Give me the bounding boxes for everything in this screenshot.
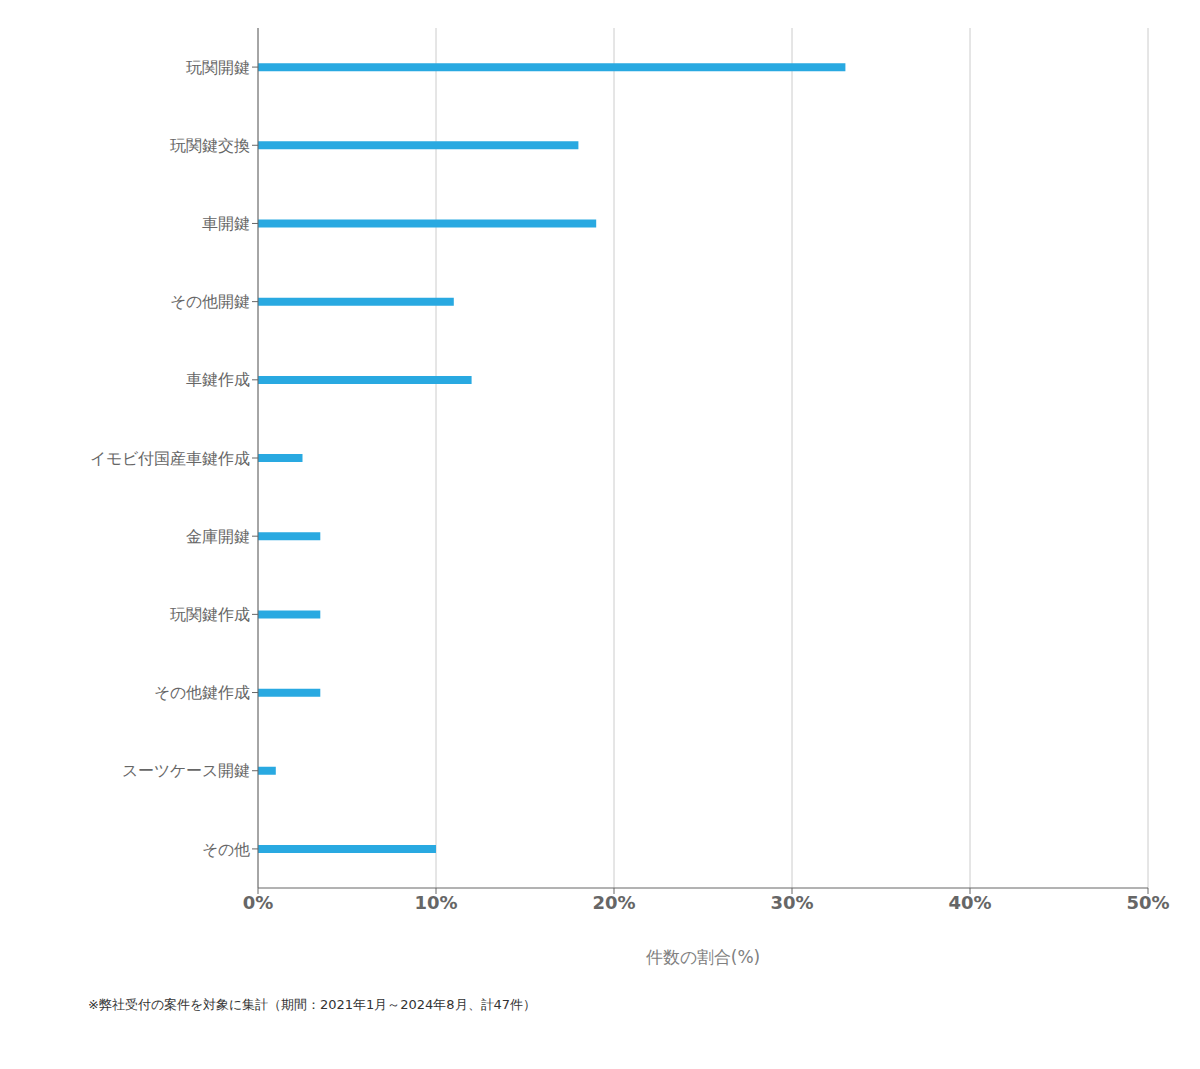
svg-text:件数の割合(%): 件数の割合(%) [646,947,760,967]
svg-text:玩関開鍵: 玩関開鍵 [186,58,250,77]
svg-text:その他開鍵: その他開鍵 [170,292,250,311]
svg-text:50%: 50% [1126,892,1169,913]
svg-text:車開鍵: 車開鍵 [202,214,250,233]
svg-text:スーツケース開鍵: スーツケース開鍵 [122,761,250,780]
svg-text:40%: 40% [948,892,991,913]
svg-text:玩関鍵作成: 玩関鍵作成 [170,605,250,624]
svg-text:0%: 0% [243,892,274,913]
html-text:※弊社受付の案件を対象に集計（期間：2021年1月～2024: ※弊社受付の案件を対象に集計（期間：2021年1月～2024年8月、計47件） [88,997,537,1012]
svg-text:その他: その他 [202,840,250,859]
svg-text:20%: 20% [592,892,635,913]
svg-text:車鍵作成: 車鍵作成 [186,370,250,389]
svg-text:10%: 10% [414,892,457,913]
svg-text:30%: 30% [770,892,813,913]
svg-text:玩関鍵交換: 玩関鍵交換 [170,136,250,155]
svg-text:イモビ付国産車鍵作成: イモビ付国産車鍵作成 [90,449,250,468]
svg-text:その他鍵作成: その他鍵作成 [154,683,250,702]
svg-text:金庫開鍵: 金庫開鍵 [186,527,250,546]
